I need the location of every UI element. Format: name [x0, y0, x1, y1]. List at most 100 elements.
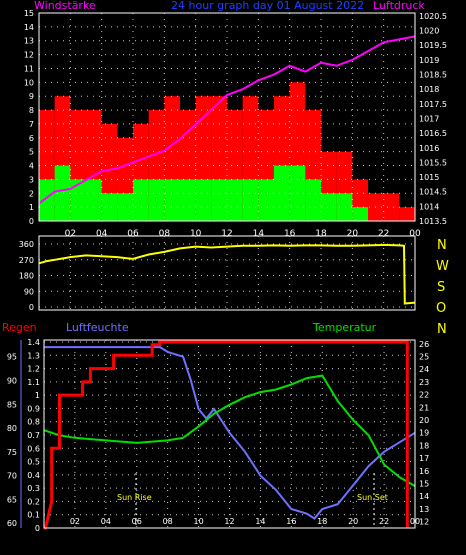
- direction-label-n-top: N: [437, 238, 447, 253]
- temperature-tick-label: 21: [419, 403, 429, 412]
- wind-bar: [86, 179, 102, 221]
- rain-tick-label: 1.1: [27, 378, 40, 387]
- wind-tick-label: 12: [24, 51, 34, 60]
- wind-bars: [39, 165, 368, 221]
- temperature-label: Temperatur: [312, 321, 377, 334]
- rain-line: [44, 340, 409, 530]
- temperature-tick-label: 19: [419, 429, 429, 438]
- direction-label-n-bottom: N: [437, 322, 447, 337]
- sunset-annotation: Sun Set: [357, 493, 388, 502]
- wind-tick-label: 9: [29, 92, 34, 101]
- wind-bar: [305, 179, 321, 221]
- time-tick-label: 10: [193, 517, 203, 526]
- direction-line: [38, 243, 416, 305]
- pressure-tick-label: 1014.5: [419, 188, 447, 197]
- temperature-tick-label: 14: [419, 492, 429, 501]
- temperature-tick-label: 22: [419, 391, 429, 400]
- direction-tick-label: 90: [24, 287, 34, 296]
- rain-tick-label: 0.2: [27, 497, 40, 506]
- pressure-tick-label: 1019.5: [419, 41, 447, 50]
- direction-label-o: O: [436, 301, 446, 316]
- pressure-tick-label: 1017.5: [419, 100, 447, 109]
- wind-tick-label: 7: [29, 120, 34, 129]
- wind-direction-panel: 0 90 180 270 360 N W S O N: [19, 235, 449, 337]
- time-tick-label: 06: [132, 517, 142, 526]
- pressure-tick-label: 1020: [419, 27, 439, 36]
- time-tick-label: 00: [409, 229, 421, 239]
- wind-bar: [336, 193, 353, 221]
- wind-bar: [164, 179, 180, 221]
- rain-label: Regen: [2, 321, 37, 334]
- direction-frame: [38, 235, 416, 311]
- time-tick-label: 04: [96, 229, 108, 239]
- wind-tick-label: 5: [29, 148, 34, 157]
- time-tick-label: 20: [347, 229, 359, 239]
- pressure-tick-label: 1015: [419, 173, 439, 182]
- wind-tick-label: 15: [24, 9, 34, 18]
- humidity-tick-label: 90: [7, 376, 17, 385]
- wind-pressure-frame: [38, 12, 416, 222]
- temperature-tick-label: 26: [419, 340, 429, 349]
- temperature-tick-label: 13: [419, 505, 429, 514]
- humidity-tick-label: 70: [7, 472, 17, 481]
- direction-axis-ticks: 0 90 180 270 360: [19, 240, 34, 312]
- air-pressure-label: Luftdruck: [373, 0, 425, 12]
- time-tick-label: 02: [70, 517, 80, 526]
- rain-tick-label: 0.7: [27, 431, 40, 440]
- wind-bar: [195, 179, 212, 221]
- wind-tick-label: 3: [29, 175, 34, 184]
- lower-frame: [43, 339, 416, 529]
- wind-bar: [258, 179, 274, 221]
- wind-bar: [54, 165, 71, 221]
- wind-bar: [352, 207, 368, 221]
- time-tick-label: 16: [284, 229, 296, 239]
- temperature-line: [43, 374, 416, 487]
- time-tick-label: 08: [163, 517, 173, 526]
- rain-tick-label: 0.1: [27, 511, 40, 520]
- humidity-line: [44, 346, 416, 520]
- wind-bar: [274, 165, 290, 221]
- pressure-tick-label: 1020.5: [419, 12, 447, 21]
- rain-tick-label: 0.8: [27, 418, 40, 427]
- wind-pressure-time-ticks: 02 04 06 08 10 12 14 16 18 20 22 00: [65, 229, 421, 239]
- temperature-tick-label: 18: [419, 441, 429, 450]
- temperature-tick-label: 24: [419, 365, 429, 374]
- temperature-tick-label: 17: [419, 454, 429, 463]
- pressure-axis-ticks: 1013.5 1014 1014.5 1015 1015.5 1016 1016.5 1017…: [419, 12, 447, 226]
- wind-tick-label: 13: [24, 37, 34, 46]
- rain-tick-label: 0.6: [27, 444, 40, 453]
- wind-tick-label: 2: [29, 189, 34, 198]
- time-tick-label: 14: [253, 229, 265, 239]
- sunrise-annotation: Sun Rise: [117, 493, 152, 502]
- time-tick-label: 04: [101, 517, 111, 526]
- rain-tick-label: 0.4: [27, 471, 40, 480]
- time-tick-label: 14: [255, 517, 265, 526]
- temperature-tick-label: 15: [419, 480, 429, 489]
- rain-tick-label: 0: [35, 524, 40, 533]
- rain-tick-label: 1.4: [27, 338, 40, 347]
- rain-tick-label: 1.2: [27, 365, 40, 374]
- time-tick-label: 10: [190, 229, 202, 239]
- wind-bar: [101, 193, 118, 221]
- time-tick-label: 00: [410, 517, 420, 526]
- humidity-tick-label: 80: [7, 424, 17, 433]
- wind-tick-label: 6: [29, 134, 34, 143]
- time-tick-label: 18: [315, 229, 327, 239]
- rain-tick-label: 1.3: [27, 351, 40, 360]
- wind-bar: [39, 179, 55, 221]
- humidity-label: Luftfeuchte: [66, 321, 129, 334]
- pressure-tick-label: 1018.5: [419, 71, 447, 80]
- pressure-tick-label: 1016: [419, 144, 439, 153]
- wind-bar: [133, 179, 149, 221]
- rain-humidity-temperature-panel: Sun Rise Sun Set 60 65 70 75 80 85 90 95 0 0.1 0.…: [7, 338, 429, 533]
- humidity-tick-label: 60: [7, 519, 17, 528]
- temperature-tick-label: 25: [419, 353, 429, 362]
- direction-label-w: W: [436, 259, 449, 274]
- gust-bar: [399, 207, 415, 221]
- wind-bar: [180, 179, 196, 221]
- direction-tick-label: 180: [19, 272, 34, 281]
- pressure-tick-label: 1017: [419, 114, 439, 123]
